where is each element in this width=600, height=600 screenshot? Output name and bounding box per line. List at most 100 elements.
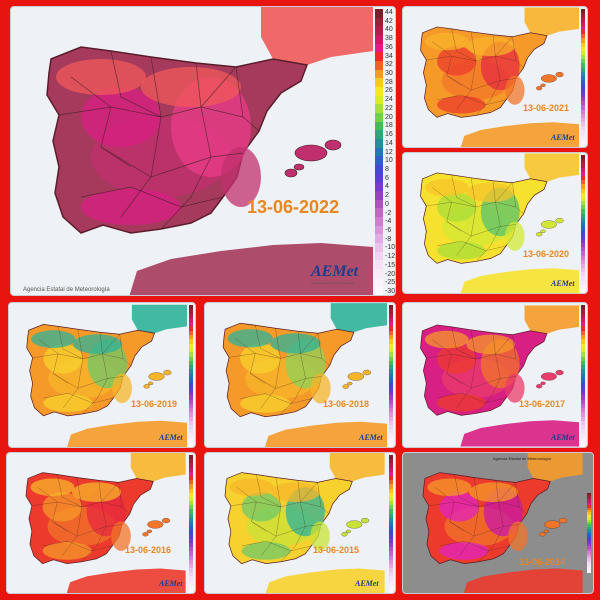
province-border (426, 201, 476, 208)
legend-swatch (189, 580, 193, 585)
legend-swatch (189, 416, 193, 422)
legend-value: 24 (385, 96, 393, 104)
temperature-zone (466, 334, 515, 355)
legend-swatch (189, 438, 193, 443)
legend-swatch (581, 322, 585, 327)
legend-swatch (375, 26, 383, 36)
legend-swatch (581, 42, 585, 47)
temperature-zone (221, 147, 261, 207)
france-region (131, 304, 187, 334)
legend-swatch (587, 507, 591, 510)
legend-swatch (581, 76, 585, 81)
legend-swatch (581, 330, 585, 336)
legend-swatch (375, 260, 383, 270)
temperature-zone (56, 59, 146, 95)
province-border (236, 487, 267, 532)
legend-swatch (375, 156, 383, 166)
balearic-island (342, 384, 349, 389)
legend-swatch (189, 471, 193, 476)
legend-swatch (189, 492, 193, 497)
province-border (446, 373, 516, 389)
legend-swatch (389, 373, 393, 379)
temperature-legend-bar (375, 9, 383, 295)
balearic-island (284, 168, 298, 178)
legend-swatch (189, 442, 193, 447)
legend-swatch (587, 500, 591, 503)
legend-swatch (389, 480, 393, 485)
legend-swatch (389, 403, 393, 409)
legend-swatch (189, 484, 193, 489)
map-date-2015: 13-06-2015 (313, 545, 360, 555)
balearic-island (555, 370, 564, 376)
legend-swatch (587, 558, 591, 561)
legend-swatch (581, 138, 585, 143)
legend-swatch (389, 339, 393, 344)
temperature-zone (72, 334, 123, 354)
legend-swatch (581, 421, 585, 426)
temperature-zone (240, 343, 281, 374)
province-border (297, 480, 322, 508)
legend-swatch (581, 113, 585, 118)
legend-swatch (581, 433, 585, 439)
legend-swatch (581, 130, 585, 135)
province-border (495, 480, 520, 508)
legend-swatch (587, 539, 591, 542)
temperature-zone (42, 542, 92, 560)
legend-value: 18 (385, 122, 393, 130)
legend-swatch (581, 263, 585, 269)
legend-swatch (581, 222, 585, 227)
agency-label: Agencia Estatal de Meteorología (23, 287, 110, 293)
temperature-zone (427, 478, 472, 497)
province-border (38, 338, 69, 384)
spain-temperature-map-2014 (422, 453, 583, 593)
temperature-zone (437, 241, 486, 260)
legend-swatch (375, 147, 383, 157)
province-border (261, 477, 281, 556)
legend-swatch (189, 509, 193, 514)
legend-value: 20 (385, 113, 393, 121)
temperature-legend-bar (581, 155, 585, 293)
legend-swatch (189, 551, 193, 556)
temperature-zone (437, 95, 486, 114)
legend-swatch (581, 175, 585, 181)
balearic-island (346, 520, 363, 529)
legend-swatch (587, 509, 591, 513)
province-border (80, 186, 224, 208)
legend-swatch (389, 459, 393, 464)
legend-value: 8 (385, 165, 389, 173)
legend-swatch (189, 322, 193, 327)
temperature-zone (229, 478, 274, 497)
temperature-zone (505, 221, 525, 251)
legend-swatch (581, 242, 585, 248)
legend-swatch (581, 34, 585, 39)
legend-swatch (389, 496, 393, 502)
france-region (329, 453, 385, 482)
legend-swatch (587, 534, 591, 537)
spain-temperature-map-2021 (420, 7, 579, 147)
legend-swatch (189, 386, 193, 391)
aemet-logo: AEMet (359, 433, 383, 442)
temperature-zone (469, 482, 518, 502)
province-border (99, 332, 124, 359)
province-border (58, 106, 162, 118)
legend-swatch (581, 373, 585, 379)
legend-swatch (189, 429, 193, 434)
legend-swatch (587, 531, 591, 535)
legend-swatch (375, 78, 383, 88)
legend-swatch (389, 522, 393, 527)
legend-swatch (189, 547, 193, 552)
legend-swatch (581, 205, 585, 210)
legend-swatch (389, 526, 393, 531)
legend-swatch (587, 522, 591, 525)
legend-swatch (189, 475, 193, 481)
legend-swatch (375, 217, 383, 226)
balearic-island (362, 369, 372, 376)
legend-swatch (189, 534, 193, 539)
legend-value: -25 (385, 279, 396, 287)
legend-swatch (189, 542, 193, 548)
aemet-logo: AEMet (355, 579, 379, 588)
legend-swatch (581, 268, 585, 273)
map-panel-2021: 13-06-2021 AEMet (402, 6, 588, 148)
legend-value: -4 (385, 218, 392, 226)
province-border (434, 487, 465, 532)
